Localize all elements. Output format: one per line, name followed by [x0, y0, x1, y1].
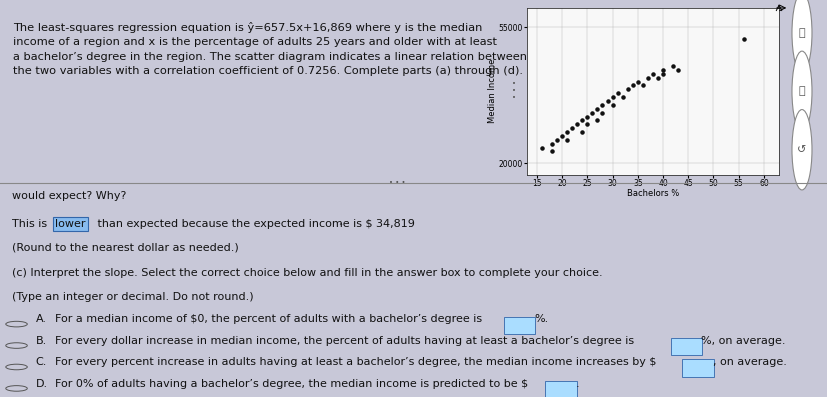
- Text: (c) Interpret the slope. Select the correct choice below and fill in the answer : (c) Interpret the slope. Select the corr…: [12, 268, 603, 278]
- Text: (Round to the nearest dollar as needed.): (Round to the nearest dollar as needed.): [12, 243, 239, 252]
- Point: [621, 86, 634, 93]
- Point: [581, 113, 594, 119]
- Text: The least-squares regression equation is ŷ=657.5x+16,869 where y is the median
i: The least-squares regression equation is…: [12, 22, 527, 76]
- Point: [595, 110, 609, 116]
- Text: ↺: ↺: [797, 145, 806, 155]
- Text: For every dollar increase in median income, the percent of adults having at leas: For every dollar increase in median inco…: [55, 336, 634, 346]
- Point: [551, 137, 564, 143]
- Point: [561, 129, 574, 135]
- Point: [595, 102, 609, 108]
- Point: [626, 82, 639, 89]
- Text: D.: D.: [36, 379, 48, 389]
- Point: [566, 125, 579, 131]
- Point: [657, 67, 670, 73]
- Text: .: .: [576, 379, 580, 389]
- FancyBboxPatch shape: [671, 338, 702, 355]
- Text: C.: C.: [36, 357, 47, 367]
- Point: [641, 75, 654, 81]
- Text: ⌕: ⌕: [799, 86, 805, 96]
- Point: [601, 98, 614, 104]
- X-axis label: Bachelors %: Bachelors %: [627, 189, 679, 198]
- Point: [546, 148, 559, 154]
- Y-axis label: Median Income: Median Income: [488, 59, 497, 123]
- Text: lower: lower: [55, 219, 86, 229]
- Point: [546, 141, 559, 147]
- Point: [576, 129, 589, 135]
- Text: ˄: ˄: [338, 224, 342, 232]
- Point: [581, 121, 594, 127]
- Text: would expect? Why?: would expect? Why?: [12, 191, 127, 201]
- Text: B.: B.: [36, 336, 47, 346]
- Point: [606, 102, 619, 108]
- Point: [667, 63, 680, 69]
- Point: [636, 82, 649, 89]
- Text: , on average.: , on average.: [713, 357, 787, 367]
- Point: [556, 133, 569, 139]
- Text: %, on average.: %, on average.: [701, 336, 786, 346]
- Circle shape: [792, 51, 812, 131]
- Point: [657, 71, 670, 77]
- Text: This is: This is: [12, 219, 51, 229]
- FancyBboxPatch shape: [682, 360, 714, 377]
- Point: [631, 79, 644, 85]
- Text: • • •: • • •: [389, 179, 405, 186]
- Text: For 0% of adults having a bachelor’s degree, the median income is predicted to b: For 0% of adults having a bachelor’s deg…: [55, 379, 528, 389]
- Text: than expected because the expected income is $ 34,819: than expected because the expected incom…: [94, 219, 415, 229]
- Text: (Type an integer or decimal. Do not round.): (Type an integer or decimal. Do not roun…: [12, 292, 254, 302]
- Text: A.: A.: [36, 314, 46, 324]
- Point: [652, 75, 665, 81]
- Text: For a median income of $0, the percent of adults with a bachelor’s degree is: For a median income of $0, the percent o…: [55, 314, 482, 324]
- Point: [647, 71, 660, 77]
- FancyBboxPatch shape: [504, 317, 535, 334]
- Text: ⌕: ⌕: [799, 28, 805, 38]
- Point: [576, 117, 589, 123]
- Point: [590, 117, 604, 123]
- Point: [606, 94, 619, 100]
- Text: %.: %.: [534, 314, 548, 324]
- Circle shape: [792, 110, 812, 190]
- Text: For every percent increase in adults having at least a bachelor’s degree, the me: For every percent increase in adults hav…: [55, 357, 657, 367]
- Point: [535, 145, 548, 151]
- Point: [611, 90, 624, 96]
- Point: [561, 137, 574, 143]
- FancyBboxPatch shape: [546, 381, 577, 397]
- Point: [571, 121, 584, 127]
- Text: •
•
•: • • •: [512, 81, 515, 101]
- Circle shape: [792, 0, 812, 73]
- Point: [616, 94, 629, 100]
- Point: [586, 110, 599, 116]
- Point: [737, 36, 750, 42]
- Point: [672, 67, 685, 73]
- Point: [590, 106, 604, 112]
